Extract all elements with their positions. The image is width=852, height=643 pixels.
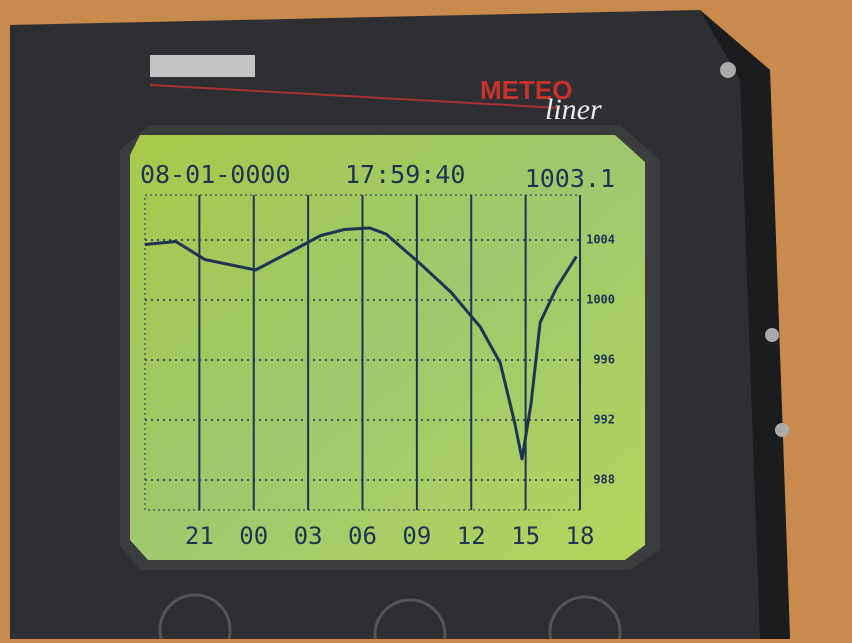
- x-tick-label: 09: [402, 522, 431, 550]
- screw: [775, 423, 789, 437]
- screw: [720, 62, 736, 78]
- current-value: 1003.1: [525, 164, 615, 193]
- y-tick-label: 988: [593, 473, 615, 487]
- x-tick-label: 12: [457, 522, 486, 550]
- y-tick-label: 992: [593, 413, 615, 427]
- y-tick-label: 996: [593, 353, 615, 367]
- page: METEO liner 08-01-0000 17:59:40 1003.1 9…: [0, 0, 852, 639]
- logo: [150, 55, 255, 77]
- x-tick-label: 06: [348, 522, 377, 550]
- time: 17:59:40: [345, 160, 465, 189]
- y-tick-label: 1004: [586, 233, 615, 247]
- x-tick-label: 00: [239, 522, 268, 550]
- x-tick-label: 15: [511, 522, 540, 550]
- y-tick-label: 1000: [586, 293, 615, 307]
- device-photo: METEO liner 08-01-0000 17:59:40 1003.1 9…: [0, 0, 852, 639]
- date: 08-01-0000: [140, 160, 291, 189]
- lcd-screen: [130, 135, 645, 560]
- x-tick-label: 03: [294, 522, 323, 550]
- x-tick-label: 18: [566, 522, 595, 550]
- model: liner: [545, 93, 602, 126]
- screw: [765, 328, 779, 342]
- x-tick-label: 21: [185, 522, 214, 550]
